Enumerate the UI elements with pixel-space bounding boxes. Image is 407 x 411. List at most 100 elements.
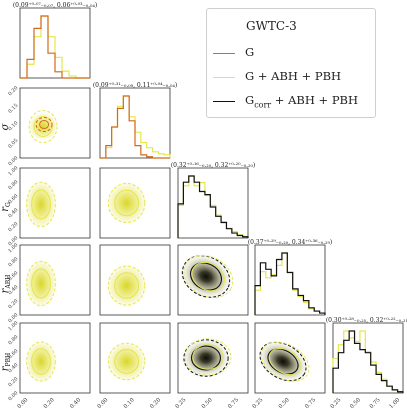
density-4-1 bbox=[104, 339, 149, 384]
density-3-1 bbox=[104, 262, 149, 309]
panel-frame-4-2 bbox=[177, 322, 249, 394]
y-tick-4-1: 0.20 bbox=[7, 376, 19, 388]
x-tick-3-2: 0.75 bbox=[304, 397, 317, 410]
summary-3: (0.37⁺⁰·²⁹₋₀.₂₀, 0.34⁺⁰·³⁶₋₀.₂₉) bbox=[248, 239, 332, 246]
contour-outer bbox=[107, 265, 146, 306]
density-2-1 bbox=[104, 179, 149, 227]
panel-frame-3-0 bbox=[19, 244, 91, 316]
contour-outer bbox=[183, 339, 229, 377]
x-tick-0-0: 0.00 bbox=[17, 397, 30, 410]
y-tick-3-4: 0.80 bbox=[7, 256, 19, 268]
y-tick-2-1: 0.20 bbox=[7, 221, 19, 233]
y-tick-1-4: 0.20 bbox=[7, 85, 19, 97]
panel-frame-3-3 bbox=[254, 244, 326, 316]
contour-outer bbox=[107, 342, 146, 381]
summary-0: (0.09⁺⁰·⁰⁷₋₀.₀₇, 0.06⁺⁰·⁰³₋₀.₀₄) bbox=[13, 2, 97, 9]
density-3-0 bbox=[23, 257, 59, 310]
contour-outer bbox=[26, 341, 56, 382]
y-tick-4-0: 0.00 bbox=[7, 390, 19, 402]
legend-entry-g: G bbox=[213, 45, 254, 61]
legend-swatch-black bbox=[213, 100, 235, 102]
density-fill bbox=[104, 339, 149, 384]
panel-frame-4-0 bbox=[19, 322, 91, 394]
density-4-3 bbox=[255, 338, 311, 385]
contour-inner bbox=[31, 268, 51, 299]
legend-title: GWTC-3 bbox=[246, 19, 297, 33]
contour-inner bbox=[189, 262, 223, 291]
contour-mu-sigma-orange-inner bbox=[39, 120, 50, 129]
x-tick-4-3: 1.00 bbox=[388, 397, 401, 410]
contour-mu-sigma-yellow-outer bbox=[28, 110, 58, 143]
contour-yellow-inner bbox=[192, 344, 224, 370]
contour-outer bbox=[26, 260, 56, 307]
contour-mu-sigma-orange-outer bbox=[35, 117, 53, 132]
panel-frame-3-1 bbox=[99, 244, 171, 316]
density-fill bbox=[23, 257, 59, 310]
y-axis-label-3: rABH bbox=[0, 275, 12, 294]
y-tick-3-1: 0.20 bbox=[7, 298, 19, 310]
y-axis-label-2: rG bbox=[0, 202, 12, 212]
x-axis-label-0: μ bbox=[52, 409, 59, 411]
contour-inner bbox=[31, 348, 51, 375]
panel-frame-4-1 bbox=[99, 322, 171, 394]
legend-swatch-orange bbox=[213, 52, 235, 54]
x-tick-3-0: 0.25 bbox=[252, 397, 265, 410]
contour-yellow-outer bbox=[184, 338, 232, 376]
contour-yellow-inner bbox=[268, 348, 302, 376]
contour-inner bbox=[31, 189, 51, 220]
contour-outer bbox=[181, 255, 231, 298]
panel-frame-2-1 bbox=[99, 167, 171, 239]
panel-frame-2-2 bbox=[177, 167, 249, 239]
x-tick-2-2: 0.75 bbox=[227, 397, 240, 410]
x-tick-1-2: 0.20 bbox=[149, 397, 162, 410]
summary-1: (0.09⁺⁰·³¹₋₀.₀₉, 0.11⁺⁰·⁰⁴₋₀.₀₄) bbox=[93, 82, 177, 89]
y-axis-label-1: σ bbox=[0, 122, 11, 130]
contour-inner bbox=[114, 349, 140, 374]
panel-frame-1-0 bbox=[19, 87, 91, 159]
legend-label-gcorr-sub: corr bbox=[254, 100, 272, 110]
hist-mu-g bbox=[20, 15, 90, 79]
contour-outer bbox=[107, 183, 146, 223]
summary-2: (0.32⁺⁰·¹⁶₋₀.₂₀, 0.32⁺⁰·²⁰₋₀.₂₀) bbox=[171, 162, 255, 169]
density-4-0 bbox=[23, 338, 59, 385]
hist-rabh-gcorr bbox=[254, 252, 326, 315]
x-axis-label-1: σ bbox=[132, 409, 140, 411]
y-axis-label-sub-2: G bbox=[5, 202, 12, 207]
panel-frame-4-3 bbox=[254, 322, 326, 394]
density-3-2 bbox=[177, 251, 235, 302]
contour-inner bbox=[267, 348, 299, 375]
x-tick-4-0: 0.25 bbox=[330, 397, 343, 410]
panel-frame-0-0 bbox=[19, 7, 91, 79]
density-fill bbox=[179, 336, 233, 380]
density-fill bbox=[104, 262, 149, 309]
hist-sigma-g bbox=[100, 95, 170, 159]
contour-inner bbox=[114, 189, 140, 217]
x-tick-4-2: 0.75 bbox=[369, 397, 382, 410]
x-tick-2-0: 0.25 bbox=[175, 397, 188, 410]
contour-yellow-inner bbox=[191, 261, 226, 292]
hist-mu-g-abh-pbh bbox=[20, 15, 90, 79]
legend-label-gcorr-suffix: + ABH + PBH bbox=[271, 93, 359, 107]
density-mu-sigma bbox=[27, 111, 60, 142]
hist-rpbh-gcorr bbox=[332, 330, 404, 393]
contour-yellow-outer bbox=[183, 255, 234, 299]
density-fill bbox=[23, 338, 59, 385]
y-tick-1-3: 0.15 bbox=[7, 103, 19, 115]
y-tick-2-4: 0.80 bbox=[7, 179, 19, 191]
legend-entry-g-abh-pbh: G + ABH + PBH bbox=[213, 69, 341, 85]
contour-inner bbox=[191, 345, 222, 371]
legend-entry-gcorr: Gcorr + ABH + PBH bbox=[213, 93, 358, 109]
x-tick-0-2: 0.40 bbox=[69, 397, 82, 410]
density-fill bbox=[177, 251, 235, 302]
y-axis-label-sub-4: PBH bbox=[5, 353, 12, 367]
contour-outer bbox=[26, 181, 56, 227]
legend-label-gcorr: G bbox=[245, 93, 255, 107]
y-axis-label-4: rPBH bbox=[0, 353, 12, 371]
density-4-2 bbox=[179, 336, 233, 380]
x-tick-1-0: 0.00 bbox=[97, 397, 110, 410]
legend-label-g: G bbox=[245, 45, 255, 59]
legend-label-g-abh-pbh: G + ABH + PBH bbox=[245, 69, 342, 83]
y-tick-1-0: 0.00 bbox=[7, 155, 19, 167]
contour-yellow-outer bbox=[261, 341, 310, 382]
